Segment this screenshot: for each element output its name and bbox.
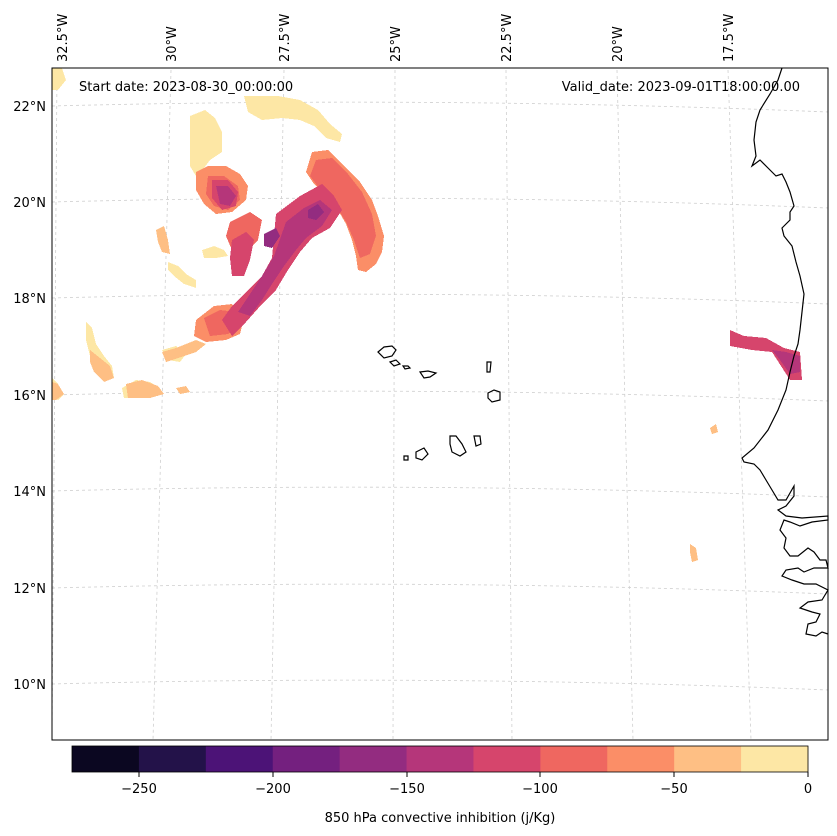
cin-blob-east-dot <box>710 424 718 434</box>
colorbar-swatch <box>741 746 809 772</box>
lat-label-22n: 22°N <box>13 100 46 115</box>
colorbar-swatch <box>272 746 341 772</box>
lon-label-30w: 30°W <box>165 26 180 62</box>
lat-label-16n: 16°N <box>13 389 46 404</box>
lat-label-12n: 12°N <box>13 582 46 597</box>
island-sao-vicente <box>388 359 402 367</box>
colorbar-swatch <box>72 746 140 772</box>
island-fogo <box>415 447 429 461</box>
lat-label-18n: 18°N <box>13 292 46 307</box>
cin-blob-west-stripe <box>156 226 170 254</box>
island-santo-antao <box>377 345 397 359</box>
lon-label-32-5w: 32.5°W <box>56 14 71 62</box>
colorbar-label: 850 hPa convective inhibition (j/Kg) <box>325 811 556 826</box>
cin-blob-small-south <box>176 386 190 394</box>
cape-verde-islands <box>377 345 501 461</box>
cin-blob-central <box>202 246 228 258</box>
lat-label-20n: 20°N <box>13 196 46 211</box>
colorbar: −250 −200 −150 −100 −50 0 850 hPa convec… <box>71 745 812 826</box>
colorbar-tick-label: −200 <box>255 782 291 797</box>
colorbar-frame <box>71 745 809 773</box>
colorbar-swatch <box>339 746 408 772</box>
meridian-17-5w <box>727 69 752 741</box>
colorbar-ticks: −250 −200 −150 −100 −50 0 <box>121 772 812 797</box>
colorbar-tick-label: −150 <box>389 782 425 797</box>
lat-label-14n: 14°N <box>13 485 46 500</box>
colorbar-tick-label: −250 <box>121 782 157 797</box>
meridian-30w <box>152 69 172 741</box>
cin-hook-stem <box>230 232 254 276</box>
parallel-22n <box>51 101 829 113</box>
africa-coastline <box>741 67 829 637</box>
map-frame <box>51 67 829 741</box>
cin-hook-center <box>216 186 236 206</box>
cin-band-peak-2 <box>308 204 324 220</box>
cin-blob-west-edge-inner <box>52 382 64 400</box>
cin-blob-east-small <box>690 544 698 562</box>
cin-blob-southwest-inner <box>126 380 164 398</box>
parallel-12n <box>51 583 829 595</box>
cin-field <box>52 68 802 562</box>
cin-blob-west-corner <box>52 68 66 90</box>
colorbar-swatch <box>205 746 274 772</box>
parallel-10n <box>51 679 829 691</box>
island-santiago <box>449 435 467 457</box>
lon-label-27-5w: 27.5°W <box>278 14 293 62</box>
cin-blob-band-south <box>162 340 206 362</box>
cin-blob-northeast-inner <box>310 158 376 258</box>
colorbar-tick-label: −100 <box>522 782 558 797</box>
island-sao-nicolau <box>418 370 438 379</box>
cin-blob-central-west <box>168 262 196 288</box>
latitude-labels: 22°N 20°N 18°N 16°N 14°N 12°N 10°N <box>13 100 46 693</box>
colorbar-tick-label: 0 <box>804 782 812 797</box>
start-date-label: Start date: 2023-08-30_00:00:00 <box>79 80 293 95</box>
island-brava <box>403 455 409 461</box>
colorbar-swatches <box>72 746 809 772</box>
parallel-18n <box>51 293 829 305</box>
colorbar-swatch <box>138 746 207 772</box>
cin-east-core <box>772 350 800 374</box>
lat-label-10n: 10°N <box>13 678 46 693</box>
cin-blob-west-arc-inner <box>90 350 114 382</box>
cin-level-25-to-50 <box>52 226 718 562</box>
cin-band-core <box>238 200 332 316</box>
longitude-labels: 32.5°W 30°W 27.5°W 25°W 22.5°W 20°W 17.5… <box>56 14 737 62</box>
meridian-22-5w <box>505 69 513 741</box>
colorbar-swatch <box>607 746 675 772</box>
island-santa-luzia <box>401 365 412 370</box>
colorbar-tick-label: −50 <box>660 782 687 797</box>
cin-blob-east-coast <box>730 330 802 380</box>
cin-blob-north-band <box>244 96 342 142</box>
island-sal <box>486 361 492 373</box>
island-boa-vista <box>487 389 501 403</box>
map-background <box>52 68 828 740</box>
parallel-20n <box>51 197 829 209</box>
colorbar-swatch <box>406 746 474 772</box>
map-panel: Start date: 2023-08-30_00:00:00 Valid_da… <box>51 67 829 741</box>
valid-date-label: Valid_date: 2023-09-01T18:00:00.00 <box>562 80 800 95</box>
cin-blob-north-arc <box>190 110 222 176</box>
lon-label-20w: 20°W <box>611 26 626 62</box>
meridian-27-5w <box>270 69 285 741</box>
island-maio <box>473 435 482 447</box>
meridian-25w <box>392 69 396 741</box>
cin-band-peak <box>264 228 280 248</box>
cin-level-150-to-175 <box>264 204 324 248</box>
colorbar-swatch <box>540 746 608 772</box>
lon-label-25w: 25°W <box>389 26 404 62</box>
meridian-32-5w <box>51 69 58 741</box>
lon-label-22-5w: 22.5°W <box>500 14 515 62</box>
parallel-14n <box>51 486 829 498</box>
colorbar-swatch <box>674 746 742 772</box>
meridian-20w <box>616 69 634 741</box>
cin-level-125-to-150 <box>216 186 800 374</box>
colorbar-swatch <box>473 746 541 772</box>
lon-label-17-5w: 17.5°W <box>722 14 737 62</box>
